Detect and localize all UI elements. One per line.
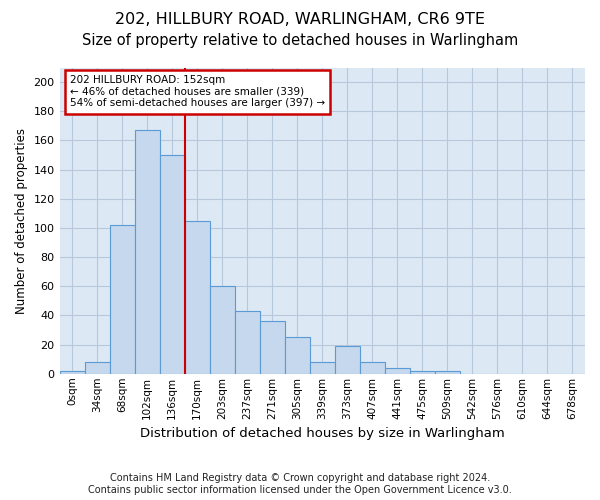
Bar bbox=[285, 338, 310, 374]
Bar bbox=[335, 346, 360, 374]
Text: 202 HILLBURY ROAD: 152sqm
← 46% of detached houses are smaller (339)
54% of semi: 202 HILLBURY ROAD: 152sqm ← 46% of detac… bbox=[70, 75, 325, 108]
Bar bbox=[160, 155, 185, 374]
X-axis label: Distribution of detached houses by size in Warlingham: Distribution of detached houses by size … bbox=[140, 427, 505, 440]
Bar bbox=[134, 130, 160, 374]
Bar bbox=[209, 286, 235, 374]
Bar bbox=[310, 362, 335, 374]
Bar bbox=[385, 368, 410, 374]
Y-axis label: Number of detached properties: Number of detached properties bbox=[15, 128, 28, 314]
Bar bbox=[360, 362, 385, 374]
Text: Size of property relative to detached houses in Warlingham: Size of property relative to detached ho… bbox=[82, 32, 518, 48]
Bar bbox=[59, 371, 85, 374]
Text: Contains HM Land Registry data © Crown copyright and database right 2024.
Contai: Contains HM Land Registry data © Crown c… bbox=[88, 474, 512, 495]
Bar bbox=[410, 371, 435, 374]
Bar bbox=[85, 362, 110, 374]
Bar bbox=[110, 225, 134, 374]
Bar bbox=[235, 311, 260, 374]
Bar bbox=[435, 371, 460, 374]
Bar bbox=[260, 322, 285, 374]
Bar bbox=[185, 220, 209, 374]
Text: 202, HILLBURY ROAD, WARLINGHAM, CR6 9TE: 202, HILLBURY ROAD, WARLINGHAM, CR6 9TE bbox=[115, 12, 485, 28]
